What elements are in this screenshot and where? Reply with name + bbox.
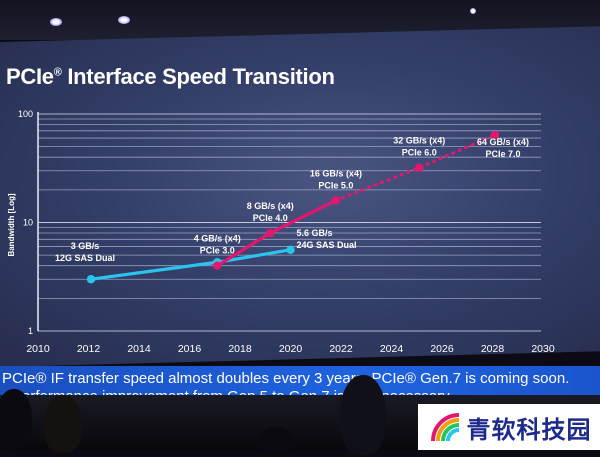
ceiling-light — [118, 16, 130, 24]
data-label: 3 GB/s — [71, 241, 100, 251]
slide-title-main: PCIe — [6, 64, 54, 89]
data-label: PCIe 7.0 — [486, 149, 521, 159]
audience-head — [44, 395, 82, 453]
y-axis-label: Bandwidth [Log] — [7, 193, 16, 256]
x-tick-label: 2022 — [329, 343, 353, 355]
x-tick-label: 2018 — [228, 343, 252, 355]
x-tick-label: 2028 — [481, 343, 505, 355]
x-tick-label: 2024 — [380, 343, 404, 355]
audience-head — [0, 389, 32, 449]
data-label: 8 GB/s (x4) — [247, 201, 294, 211]
y-tick-label: 10 — [23, 218, 33, 228]
data-point-pcie — [331, 196, 341, 205]
data-label: 64 GB/s (x4) — [477, 137, 529, 147]
data-point-sas — [286, 245, 295, 255]
x-tick-label: 2020 — [279, 343, 303, 355]
x-tick-label: 2012 — [77, 343, 101, 355]
slide-title-rest: Interface Speed Transition — [61, 64, 335, 89]
wifi-logo-icon — [430, 413, 459, 442]
audience-head — [258, 427, 294, 457]
data-label: 12G SAS Dual — [55, 253, 115, 263]
watermark-text: 青软科技园 — [466, 415, 592, 444]
data-label: 16 GB/s (x4) — [310, 168, 362, 178]
data-label: 32 GB/s (x4) — [393, 136, 445, 146]
data-label: 4 GB/s (x4) — [194, 234, 241, 244]
data-point-pcie — [266, 228, 275, 238]
slide-title: PCIe® Interface Speed Transition — [6, 64, 335, 90]
data-label: PCIe 6.0 — [402, 148, 437, 158]
data-label: 5.6 GB/s — [297, 228, 333, 238]
x-tick-label: 2030 — [531, 343, 555, 355]
watermark: 青软科技园 — [418, 404, 600, 450]
data-label: 24G SAS Dual — [297, 240, 357, 250]
y-tick-label: 100 — [18, 109, 33, 119]
audience-head — [340, 375, 386, 455]
x-tick-label: 2014 — [127, 343, 151, 355]
x-tick-label: 2010 — [26, 343, 50, 355]
data-label: PCIe 5.0 — [318, 180, 353, 190]
y-tick-label: 1 — [28, 326, 33, 336]
x-tick-label: 2016 — [178, 343, 202, 355]
data-point-pcie — [213, 261, 222, 270]
data-point-pcie — [490, 130, 500, 140]
data-label: PCIe 4.0 — [253, 213, 288, 223]
banner-line-1: PCIe® IF transfer speed almost doubles e… — [2, 370, 570, 387]
registered-mark: ® — [53, 66, 62, 79]
data-label: PCIe 3.0 — [200, 246, 235, 256]
data-point-pcie — [415, 163, 424, 172]
x-tick-label: 2026 — [430, 343, 454, 355]
series-line-sas — [89, 248, 293, 281]
data-point-sas — [86, 275, 96, 284]
ceiling-light — [470, 8, 476, 14]
ceiling-light — [50, 18, 62, 26]
